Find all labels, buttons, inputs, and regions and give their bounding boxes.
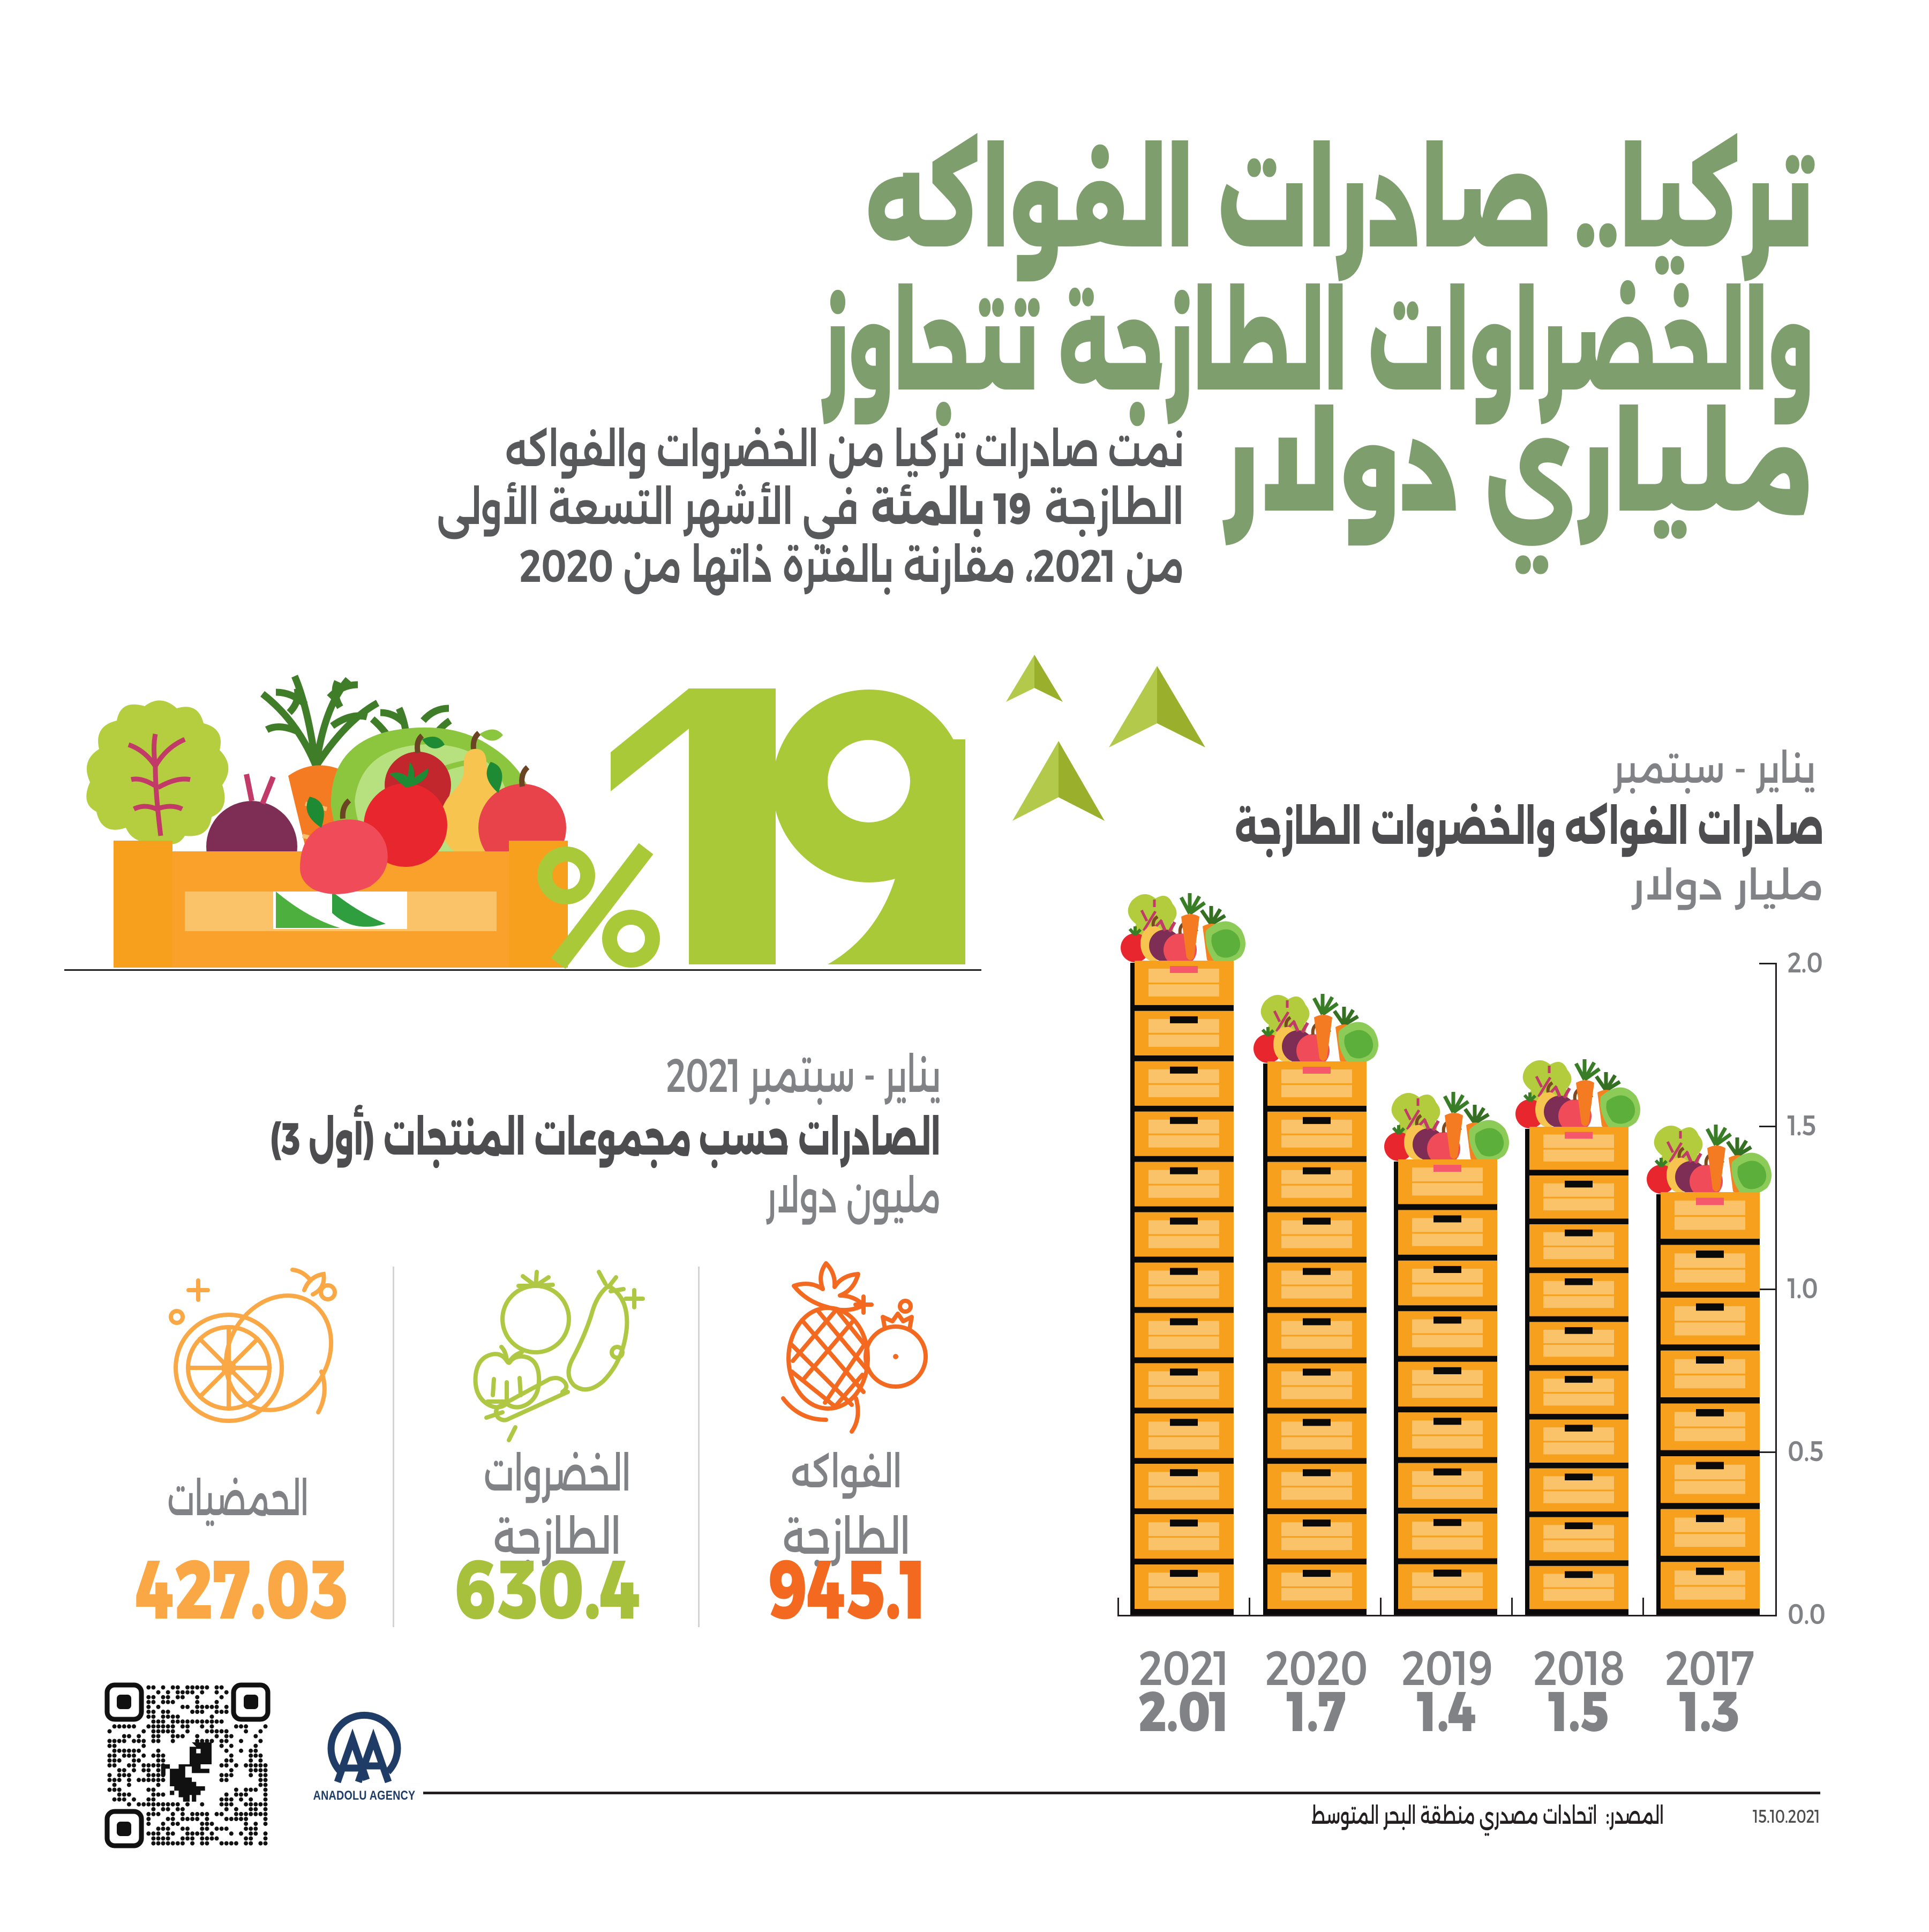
svg-text:ANADOLU AGENCY: ANADOLU AGENCY	[313, 1788, 416, 1802]
